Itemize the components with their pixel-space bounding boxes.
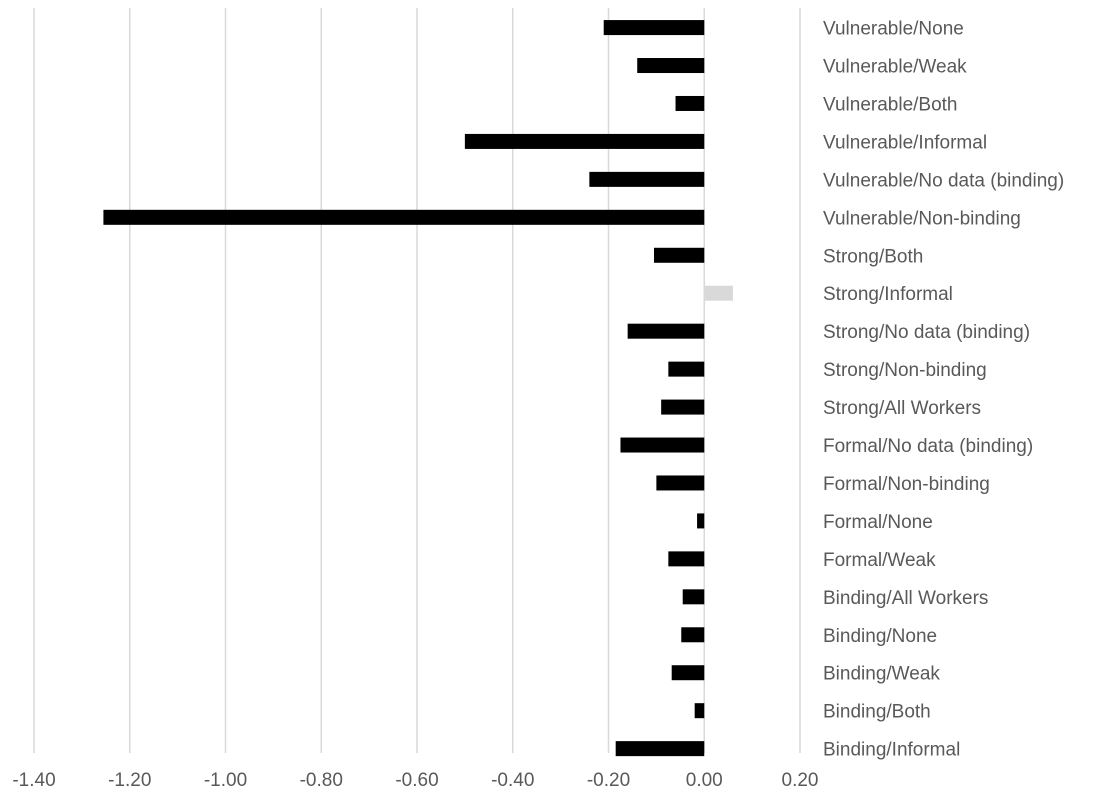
x-tick-label: -0.20 bbox=[587, 770, 630, 791]
bar bbox=[697, 513, 705, 529]
category-label: Binding/All Workers bbox=[823, 588, 988, 609]
category-label: Binding/None bbox=[823, 626, 937, 647]
category-label: Vulnerable/No data (binding) bbox=[823, 170, 1064, 191]
bar bbox=[668, 361, 705, 377]
bar bbox=[682, 589, 705, 605]
x-tick-label: -0.60 bbox=[395, 770, 438, 791]
bar bbox=[656, 475, 705, 491]
category-label: Binding/Informal bbox=[823, 740, 960, 761]
x-tick-label: 0.20 bbox=[782, 770, 819, 791]
category-label: Binding/Both bbox=[823, 702, 931, 723]
category-label: Formal/No data (binding) bbox=[823, 436, 1033, 457]
x-tick-label: 0.00 bbox=[686, 770, 723, 791]
bar bbox=[637, 58, 705, 74]
x-tick-label: -0.80 bbox=[300, 770, 343, 791]
bar bbox=[627, 323, 705, 339]
bar bbox=[603, 20, 705, 36]
category-label: Vulnerable/Informal bbox=[823, 132, 987, 153]
category-label: Strong/Informal bbox=[823, 284, 953, 305]
category-labels: Vulnerable/None Vulnerable/Weak Vulnerable… bbox=[823, 19, 1064, 761]
bar bbox=[661, 399, 705, 415]
bar bbox=[694, 703, 705, 719]
category-label: Strong/All Workers bbox=[823, 398, 981, 419]
bar bbox=[671, 665, 705, 681]
category-label: Binding/Weak bbox=[823, 664, 940, 685]
category-label: Strong/Both bbox=[823, 246, 923, 267]
category-label: Vulnerable/Weak bbox=[823, 57, 967, 78]
bar bbox=[589, 171, 705, 187]
category-label: Vulnerable/None bbox=[823, 19, 964, 40]
category-label: Vulnerable/Both bbox=[823, 94, 958, 115]
category-label: Strong/Non-binding bbox=[823, 360, 987, 381]
gridlines bbox=[33, 8, 801, 753]
bar bbox=[464, 133, 705, 149]
x-tick-label: -0.40 bbox=[491, 770, 534, 791]
bar bbox=[615, 741, 705, 757]
bar bbox=[620, 437, 705, 453]
x-axis-tick-labels: -1.40 -1.20 -1.00 -0.80 -0.60 -0.40 -0.20 0.00 0… bbox=[12, 770, 818, 791]
category-label: Formal/Non-binding bbox=[823, 474, 990, 495]
category-label: Formal/Weak bbox=[823, 550, 936, 571]
category-label: Formal/None bbox=[823, 512, 933, 533]
bars bbox=[103, 20, 733, 757]
bar bbox=[653, 247, 705, 263]
bar bbox=[675, 95, 705, 111]
category-label: Vulnerable/Non-binding bbox=[823, 208, 1021, 229]
bar bbox=[668, 551, 705, 567]
bar bbox=[681, 627, 705, 643]
bar bbox=[103, 209, 705, 225]
bar bbox=[704, 285, 733, 301]
category-label: Strong/No data (binding) bbox=[823, 322, 1030, 343]
x-tick-label: -1.40 bbox=[12, 770, 55, 791]
x-tick-label: -1.00 bbox=[204, 770, 247, 791]
x-tick-label: -1.20 bbox=[108, 770, 151, 791]
